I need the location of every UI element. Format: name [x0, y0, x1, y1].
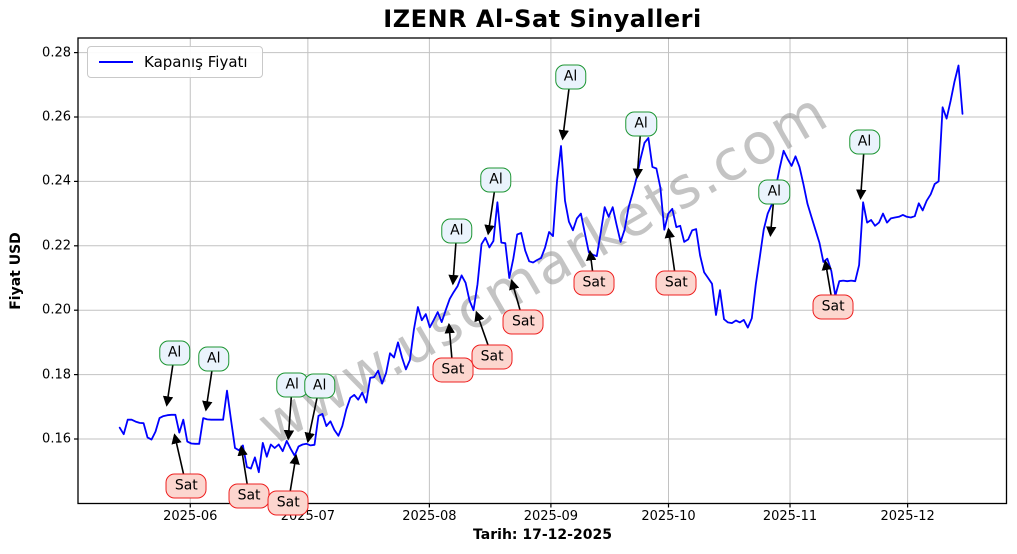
sell-signal-badge: Sat — [812, 294, 854, 320]
y-axis-label: Fiyat USD — [8, 232, 24, 310]
y-tick-label: 0.26 — [42, 109, 71, 125]
y-tick-label: 0.28 — [42, 45, 71, 61]
y-tick-label: 0.24 — [42, 173, 71, 189]
buy-signal-badge: Al — [848, 129, 881, 155]
x-axis-label: Tarih: 17-12-2025 — [473, 527, 612, 543]
sell-signal-badge: Sat — [502, 309, 544, 335]
x-tick-label: 2025-06 — [163, 509, 218, 524]
x-tick-label: 2025-10 — [641, 509, 696, 524]
buy-signal-badge: Al — [441, 218, 473, 244]
chart-title: IZENR Al-Sat Sinyalleri — [383, 5, 702, 33]
buy-signal-badge: Al — [480, 167, 512, 193]
sell-signal-badge: Sat — [165, 473, 207, 499]
buy-signal-badge: Al — [554, 64, 587, 90]
y-tick-label: 0.20 — [42, 302, 71, 318]
sell-signal-badge: Sat — [432, 357, 474, 383]
x-tick-label: 2025-11 — [762, 509, 818, 524]
y-tick-label: 0.16 — [42, 431, 71, 447]
x-tick-label: 2025-09 — [523, 509, 579, 524]
x-tick-label: 2025-12 — [880, 509, 935, 524]
close-price-line — [118, 64, 964, 474]
buy-signal-badge: Al — [198, 346, 230, 371]
sell-signal-badge: Sat — [655, 270, 697, 296]
buy-signal-badge: Al — [303, 373, 336, 399]
x-tick-label: 2025-08 — [402, 509, 457, 524]
sell-signal-badge: Sat — [573, 270, 615, 296]
legend-label: Kapanış Fiyatı — [144, 53, 248, 71]
legend: Kapanış Fiyatı — [87, 46, 263, 78]
y-tick-label: 0.22 — [42, 238, 71, 254]
buy-signal-badge: Al — [625, 111, 657, 137]
sell-signal-badge: Sat — [267, 490, 309, 516]
buy-signal-badge: Al — [158, 340, 191, 366]
buy-signal-badge: Al — [758, 179, 791, 205]
watermark: www.uscmarkets.com — [247, 79, 840, 459]
sell-signal-badge: Sat — [471, 344, 513, 370]
plot-border — [77, 37, 1008, 505]
buy-signal-badge: Al — [276, 372, 308, 398]
y-tick-label: 0.18 — [42, 367, 71, 383]
legend-line-sample — [99, 61, 133, 63]
sell-signal-badge: Sat — [228, 483, 270, 509]
